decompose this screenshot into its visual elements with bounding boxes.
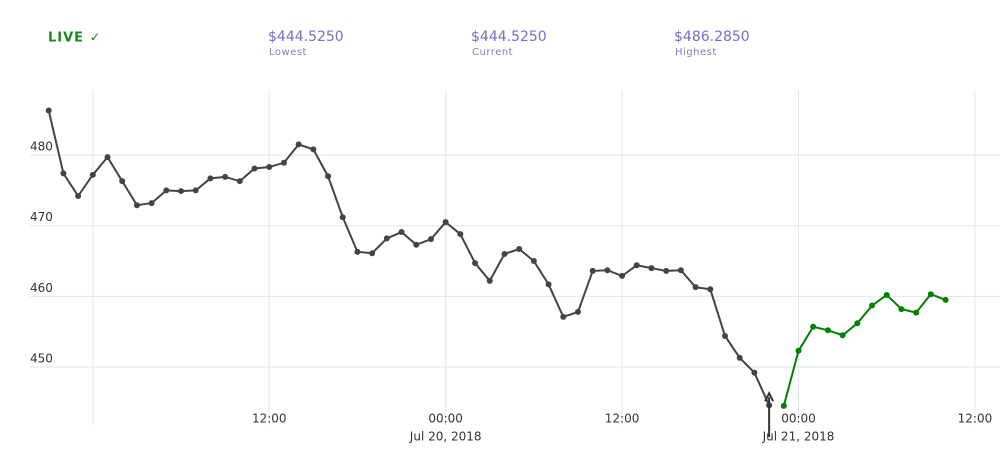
y-tick-label: 470 <box>30 210 53 224</box>
data-point <box>869 302 876 309</box>
data-point <box>75 193 82 200</box>
data-point <box>707 286 714 293</box>
stat-label: Current <box>472 47 513 58</box>
data-point <box>736 354 743 361</box>
data-point <box>104 154 111 161</box>
data-point <box>486 277 493 284</box>
y-tick-label: 480 <box>30 140 53 154</box>
data-point <box>310 146 317 153</box>
stat-value: $444.5250 <box>268 29 344 45</box>
marker-arrow-head <box>764 390 775 402</box>
y-tick-label: 450 <box>30 352 53 366</box>
data-point <box>45 107 52 114</box>
data-point <box>619 272 626 279</box>
data-point <box>824 327 831 334</box>
live-indicator: LIVE ✓ <box>48 31 101 46</box>
data-point <box>236 178 243 185</box>
data-point <box>927 291 934 298</box>
data-point <box>266 164 273 171</box>
x-date-label: Jul 20, 2018 <box>409 430 482 444</box>
data-point <box>854 320 861 327</box>
data-point <box>369 250 376 257</box>
data-point <box>810 323 817 330</box>
data-point <box>545 281 552 288</box>
y-tick-label: 460 <box>30 281 53 295</box>
data-point <box>648 265 655 272</box>
data-point <box>589 267 596 274</box>
data-point <box>574 308 581 315</box>
stat-value: $486.2850 <box>674 29 750 45</box>
data-point <box>751 369 758 376</box>
data-point <box>663 267 670 274</box>
data-point <box>795 347 802 354</box>
data-point <box>604 267 611 274</box>
stat-label: Lowest <box>269 47 307 58</box>
data-point <box>530 258 537 265</box>
stat-value: $444.5250 <box>471 29 547 45</box>
data-point <box>60 170 67 177</box>
data-point <box>942 296 949 303</box>
x-tick-label: 12:00 <box>605 412 640 426</box>
data-point <box>222 173 229 180</box>
data-point <box>133 202 140 209</box>
data-point <box>383 235 390 242</box>
data-point <box>251 165 258 172</box>
data-point <box>295 141 302 148</box>
data-point <box>119 178 126 185</box>
data-point <box>325 173 332 180</box>
data-point <box>722 332 729 339</box>
data-point <box>560 313 567 320</box>
data-point <box>398 229 405 236</box>
data-point <box>633 262 640 269</box>
data-point <box>207 175 214 182</box>
data-point <box>501 250 508 257</box>
data-point <box>89 171 96 178</box>
data-point <box>339 214 346 221</box>
data-point <box>413 241 420 248</box>
x-tick-label: 00:00 <box>781 412 816 426</box>
data-point <box>280 159 287 166</box>
data-point <box>883 291 890 298</box>
data-point <box>472 260 479 267</box>
data-point <box>178 188 185 195</box>
data-point <box>516 246 523 253</box>
data-point <box>677 267 684 274</box>
data-point <box>913 309 920 316</box>
data-point <box>442 219 449 226</box>
x-date-label: Jul 21, 2018 <box>762 430 835 444</box>
data-point <box>692 284 699 291</box>
data-point <box>427 236 434 243</box>
data-point <box>780 402 787 409</box>
data-point <box>839 332 846 339</box>
data-point <box>898 306 905 313</box>
x-tick-label: 12:00 <box>252 412 287 426</box>
series-line <box>782 293 946 407</box>
data-point <box>354 248 361 255</box>
data-point <box>192 187 199 194</box>
stat-label: Highest <box>675 47 717 58</box>
data-point <box>163 187 170 194</box>
x-tick-label: 12:00 <box>958 412 993 426</box>
data-point <box>457 231 464 238</box>
data-point <box>148 200 155 207</box>
x-tick-label: 00:00 <box>428 412 463 426</box>
